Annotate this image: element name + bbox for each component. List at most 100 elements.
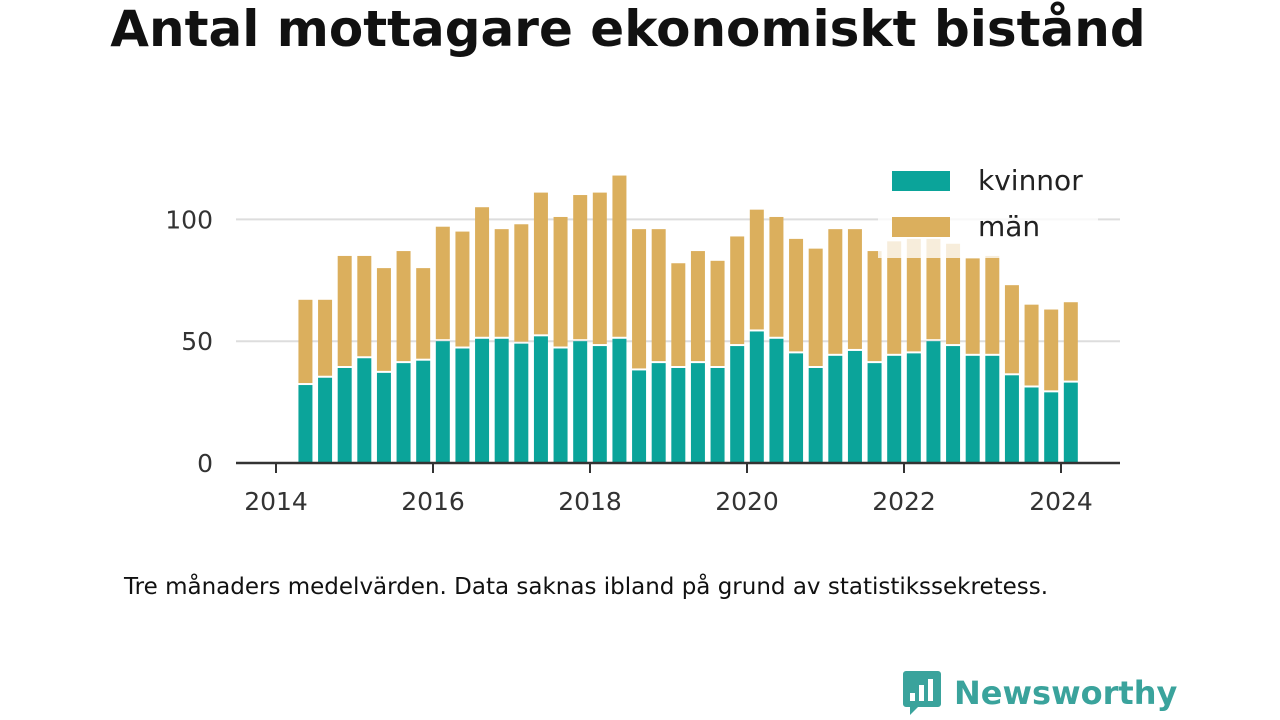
bar-man — [632, 229, 647, 369]
bar-kvinnor — [887, 355, 902, 463]
bar-kvinnor — [808, 367, 823, 463]
bar-kvinnor — [396, 363, 411, 463]
legend-label: män — [978, 210, 1040, 243]
legend: kvinnor män — [878, 160, 1098, 258]
bar-man — [789, 238, 804, 352]
bar-man — [1063, 302, 1078, 381]
bar-kvinnor — [651, 363, 666, 463]
bar-kvinnor — [592, 346, 607, 463]
bar-kvinnor — [298, 385, 313, 463]
bar-kvinnor — [318, 377, 333, 463]
bar-kvinnor — [710, 367, 725, 463]
bar-kvinnor — [906, 353, 921, 463]
bar-man — [710, 260, 725, 366]
bar-man — [769, 216, 784, 337]
bar-kvinnor — [965, 355, 980, 463]
bar-man — [651, 229, 666, 362]
bar-man — [946, 243, 961, 345]
bar-kvinnor — [769, 338, 784, 463]
bar-man — [847, 229, 862, 349]
stacked-bar-chart: kvinnor män 0 50 100 2014 2016 2018 2020 2022 202… — [165, 160, 1120, 516]
x-tick-label: 2024 — [1029, 487, 1093, 516]
bar-man — [887, 241, 902, 354]
bar-man — [475, 207, 490, 337]
bar-kvinnor — [435, 341, 450, 463]
bar-kvinnor — [533, 336, 548, 463]
bar-kvinnor — [416, 360, 431, 463]
bar-man — [965, 258, 980, 354]
bar-kvinnor — [946, 346, 961, 463]
y-tick-label: 50 — [181, 327, 213, 356]
bar-man — [1044, 309, 1059, 391]
bar-kvinnor — [475, 338, 490, 463]
bar-man — [396, 251, 411, 362]
bar-man — [985, 255, 1000, 354]
y-tick-label: 0 — [197, 449, 213, 478]
brand-logo: Newsworthy — [902, 668, 1177, 718]
chart-caption: Tre månaders medelvärden. Data saknas ib… — [124, 574, 1049, 600]
bar-kvinnor — [553, 348, 568, 463]
bar-man — [573, 195, 588, 340]
bars — [298, 175, 1078, 463]
bar-kvinnor — [985, 355, 1000, 463]
bar-man — [749, 209, 764, 330]
legend-swatch — [892, 217, 950, 237]
y-tick-label: 100 — [165, 205, 213, 234]
bar-kvinnor — [1044, 392, 1059, 463]
x-tick-label: 2014 — [244, 487, 308, 516]
chart-title: Antal mottagare ekonomiskt bistånd — [110, 0, 1146, 58]
bar-man — [690, 251, 705, 362]
bar-man — [1024, 304, 1039, 386]
bar-man — [455, 231, 470, 347]
bar-man — [906, 238, 921, 352]
legend-label: kvinnor — [978, 164, 1083, 197]
brand-name: Newsworthy — [954, 674, 1178, 712]
bar-man — [671, 263, 686, 366]
bar-kvinnor — [730, 346, 745, 463]
bar-kvinnor — [455, 348, 470, 463]
bar-chart-speech-bubble-icon — [903, 671, 941, 715]
bar-man — [828, 229, 843, 354]
bar-kvinnor — [514, 343, 529, 463]
bar-man — [553, 216, 568, 347]
bar-kvinnor — [789, 353, 804, 463]
bar-kvinnor — [573, 341, 588, 463]
legend-swatch — [892, 171, 950, 191]
bar-man — [1004, 285, 1019, 374]
x-tick-label: 2016 — [401, 487, 465, 516]
bar-kvinnor — [632, 370, 647, 463]
x-tick-label: 2018 — [558, 487, 622, 516]
bar-man — [435, 226, 450, 340]
bar-kvinnor — [376, 372, 391, 463]
bar-kvinnor — [867, 363, 882, 463]
x-tick-label: 2020 — [715, 487, 779, 516]
axes: 0 50 100 2014 2016 2018 2020 2022 2024 — [165, 205, 1120, 516]
bar-man — [337, 255, 352, 366]
bar-man — [376, 268, 391, 371]
bar-man — [494, 229, 509, 337]
bar-kvinnor — [671, 367, 686, 463]
bar-kvinnor — [494, 338, 509, 463]
bar-kvinnor — [828, 355, 843, 463]
bar-kvinnor — [749, 331, 764, 463]
bar-man — [298, 299, 313, 384]
bar-kvinnor — [926, 341, 941, 463]
bar-man — [357, 255, 372, 357]
x-tick-label: 2022 — [872, 487, 936, 516]
bar-man — [926, 238, 941, 340]
bar-man — [612, 175, 627, 337]
bar-man — [416, 268, 431, 359]
bar-kvinnor — [612, 338, 627, 463]
bar-kvinnor — [357, 358, 372, 463]
bar-kvinnor — [1024, 387, 1039, 463]
bar-kvinnor — [337, 367, 352, 463]
bar-kvinnor — [1004, 375, 1019, 463]
bar-kvinnor — [1063, 382, 1078, 463]
bar-man — [730, 236, 745, 345]
bar-man — [514, 224, 529, 342]
bar-man — [867, 251, 882, 362]
bar-kvinnor — [847, 350, 862, 463]
bar-kvinnor — [690, 363, 705, 463]
bar-man — [533, 192, 548, 335]
bar-man — [318, 299, 333, 376]
